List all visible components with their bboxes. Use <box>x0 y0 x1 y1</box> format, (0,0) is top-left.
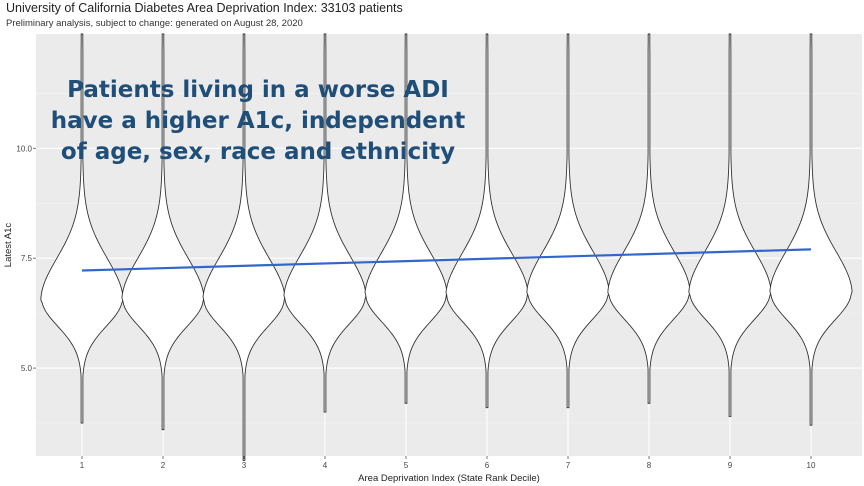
annotation-line-1: Patients living in a worse ADI <box>67 77 449 103</box>
violin-1 <box>40 33 124 424</box>
x-tick-label: 1 <box>80 461 85 470</box>
annotation-line-2: have a higher A1c, independent <box>51 108 465 134</box>
x-tick-label: 9 <box>728 461 733 470</box>
y-tick-label: 5.0 <box>21 364 33 373</box>
x-axis-ticks: 1 2 3 4 5 6 7 8 9 10 <box>80 456 816 470</box>
violin-4 <box>283 33 367 413</box>
chart-subtitle: Preliminary analysis, subject to change:… <box>6 18 303 29</box>
x-tick-label: 3 <box>242 461 247 470</box>
violin-2 <box>121 33 205 431</box>
annotation: Patients living in a worse ADI have a hi… <box>51 77 465 165</box>
y-axis-ticks: 5.0 7.5 10.0 <box>16 144 36 373</box>
violin-7 <box>526 33 610 409</box>
annotation-line-3: of age, sex, race and ethnicity <box>61 139 455 165</box>
violin-5 <box>364 33 448 404</box>
violin-8 <box>607 33 691 404</box>
violin-9 <box>688 33 772 417</box>
x-tick-label: 6 <box>485 461 490 470</box>
x-tick-label: 7 <box>566 461 571 470</box>
y-axis-title: Latest A1c <box>3 223 14 268</box>
trend-line <box>81 248 812 272</box>
violin-10 <box>769 33 853 426</box>
x-tick-label: 4 <box>323 461 328 470</box>
violins <box>40 33 853 461</box>
violin-6 <box>445 33 529 409</box>
violin-3 <box>202 33 286 461</box>
x-tick-label: 10 <box>807 461 816 470</box>
x-axis-title: Area Deprivation Index (State Rank Decil… <box>358 473 540 484</box>
y-tick-label: 7.5 <box>21 254 33 263</box>
chart-title: University of California Diabetes Area D… <box>6 1 403 15</box>
x-tick-label: 8 <box>647 461 652 470</box>
x-tick-label: 5 <box>404 461 409 470</box>
y-tick-label: 10.0 <box>16 144 32 153</box>
x-tick-label: 2 <box>161 461 166 470</box>
